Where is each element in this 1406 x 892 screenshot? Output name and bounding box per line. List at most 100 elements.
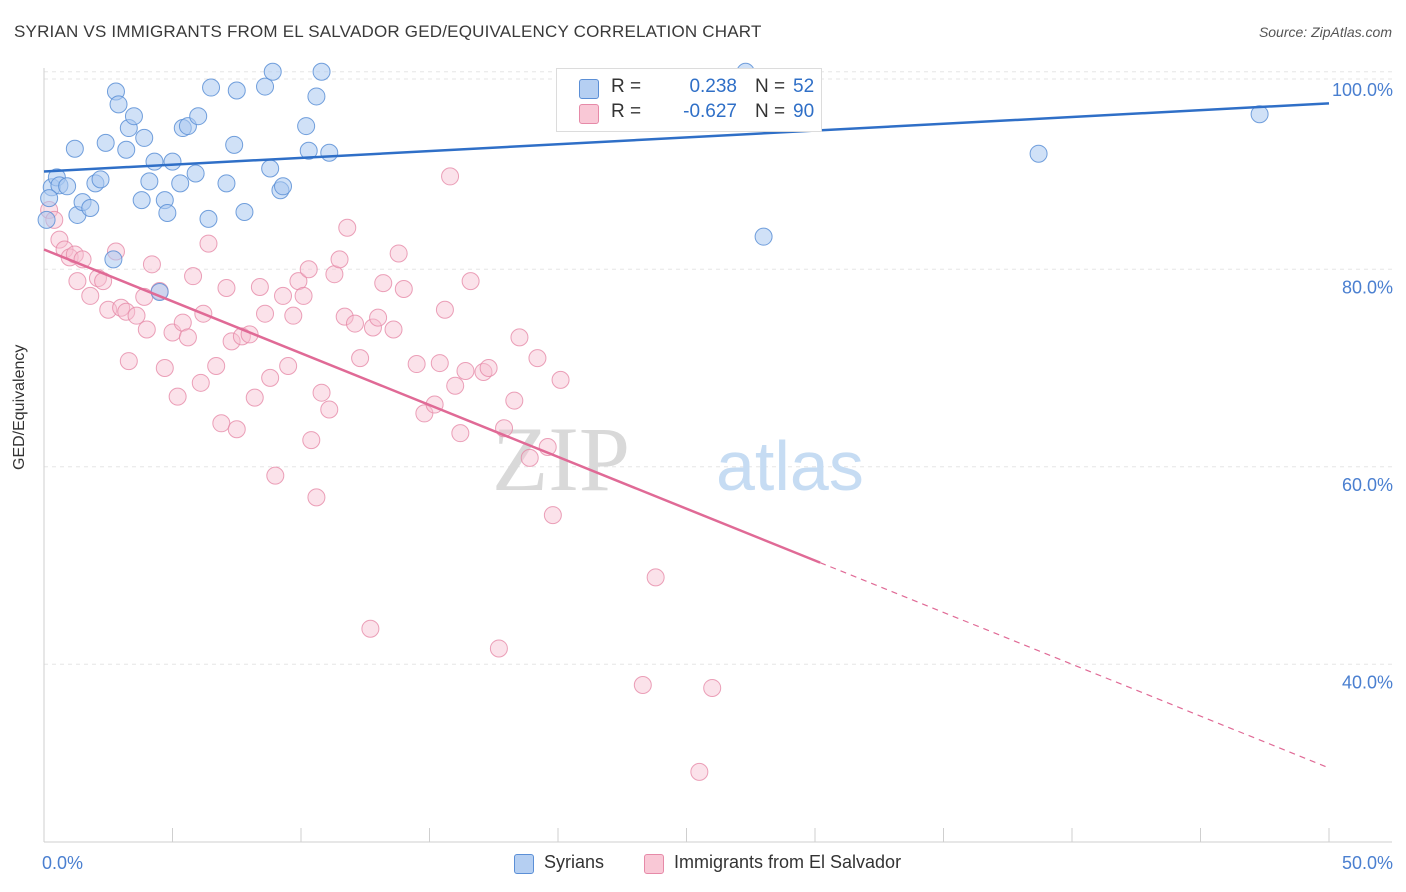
salvador-points xyxy=(40,167,722,781)
data-point-syrian xyxy=(199,209,218,228)
legend-r-value: -0.627 xyxy=(683,101,737,122)
data-point-salvador xyxy=(279,357,298,376)
legend-r-label: R = xyxy=(611,101,642,122)
data-point-salvador xyxy=(374,274,393,293)
data-point-salvador xyxy=(389,244,408,263)
legend-n-value: 52 xyxy=(793,76,815,97)
data-point-salvador xyxy=(690,762,709,781)
data-point-syrian xyxy=(158,203,177,222)
x-tick-label: 0.0% xyxy=(42,853,83,873)
legend-r-label: R = xyxy=(611,76,642,97)
data-point-salvador xyxy=(446,376,465,395)
data-point-salvador xyxy=(284,306,303,325)
data-point-syrian xyxy=(65,139,84,158)
data-point-syrian xyxy=(40,189,59,208)
data-point-salvador xyxy=(369,308,388,327)
legend-r-value: 0.238 xyxy=(689,76,737,97)
data-point-salvador xyxy=(212,414,231,433)
data-point-syrian xyxy=(163,152,182,171)
data-point-salvador xyxy=(407,355,426,374)
data-point-salvador xyxy=(137,320,156,339)
data-point-salvador xyxy=(178,328,197,347)
data-point-salvador xyxy=(451,424,470,443)
data-point-syrian xyxy=(117,140,136,159)
syrian-points xyxy=(37,62,1269,301)
data-point-salvador xyxy=(510,328,529,347)
legend-swatch-salvador xyxy=(644,854,664,874)
data-point-syrian xyxy=(81,199,100,218)
legend-label-syrians: Syrians xyxy=(544,852,605,872)
data-point-syrian xyxy=(132,191,151,210)
data-point-syrian xyxy=(109,95,128,114)
data-point-syrian xyxy=(312,62,331,81)
data-point-syrian xyxy=(274,177,293,196)
data-point-salvador xyxy=(435,300,454,319)
data-point-salvador xyxy=(520,448,539,467)
y-tick-label: 100.0% xyxy=(1332,80,1393,100)
data-point-salvador xyxy=(551,370,570,389)
data-point-salvador xyxy=(261,368,280,387)
data-point-salvador xyxy=(335,307,354,326)
data-point-salvador xyxy=(50,230,69,249)
data-point-syrian xyxy=(91,170,110,189)
trend-lines xyxy=(43,102,1330,769)
data-point-syrian xyxy=(145,152,164,171)
data-point-syrian xyxy=(171,174,190,193)
data-point-salvador xyxy=(119,352,138,371)
data-point-syrian xyxy=(135,128,154,147)
tick-labels: 40.0% 60.0% 80.0% 100.0% 0.0% 50.0% xyxy=(42,80,1393,873)
data-point-salvador xyxy=(461,272,480,291)
data-point-salvador xyxy=(250,278,269,297)
data-point-salvador xyxy=(184,267,203,286)
trend-line-salvador xyxy=(43,248,821,564)
data-point-salvador xyxy=(363,318,382,337)
trend-line-salvador-extrapolated xyxy=(819,562,1330,769)
data-point-salvador xyxy=(274,286,293,305)
y-tick-label: 40.0% xyxy=(1342,672,1393,692)
data-point-salvador xyxy=(489,639,508,658)
data-point-syrian xyxy=(320,143,339,162)
data-point-salvador xyxy=(351,349,370,368)
data-point-salvador xyxy=(168,387,187,406)
legend-n-value: 90 xyxy=(793,101,815,122)
data-point-salvador xyxy=(222,332,241,351)
data-point-syrian xyxy=(225,135,244,154)
y-tick-label: 60.0% xyxy=(1342,475,1393,495)
data-point-salvador xyxy=(307,488,326,507)
legend-n-label: N = xyxy=(755,101,786,122)
data-point-salvador xyxy=(199,234,218,253)
data-point-syrian xyxy=(140,172,159,191)
legend-swatch-syrians xyxy=(579,79,599,99)
data-point-salvador xyxy=(245,388,264,407)
data-point-salvador xyxy=(384,320,403,339)
data-point-salvador xyxy=(191,373,210,392)
data-point-salvador xyxy=(646,568,665,587)
trend-line-syrians xyxy=(43,102,1330,173)
data-point-salvador xyxy=(207,357,226,376)
data-point-salvador xyxy=(312,383,331,402)
data-point-salvador xyxy=(441,167,460,186)
legend-n-label: N = xyxy=(755,76,786,97)
data-point-salvador xyxy=(142,255,161,274)
y-axis-label: GED/Equivalency xyxy=(11,344,28,470)
data-point-syrian xyxy=(256,77,275,96)
data-point-salvador xyxy=(68,272,87,291)
data-point-syrian xyxy=(307,87,326,106)
data-point-salvador xyxy=(543,506,562,525)
data-point-syrian xyxy=(202,78,221,97)
data-point-salvador xyxy=(117,302,136,321)
data-point-syrian xyxy=(235,202,254,221)
data-point-salvador xyxy=(256,304,275,323)
legend-swatch-salvador xyxy=(579,104,599,124)
data-point-salvador xyxy=(227,420,246,439)
data-point-syrian xyxy=(263,62,282,81)
data-point-salvador xyxy=(217,279,236,298)
chart-title: SYRIAN VS IMMIGRANTS FROM EL SALVADOR GE… xyxy=(14,22,762,41)
data-point-salvador xyxy=(127,306,146,325)
data-point-salvador xyxy=(430,354,449,373)
data-point-salvador xyxy=(320,400,339,419)
y-tick-label: 80.0% xyxy=(1342,277,1393,297)
data-point-syrian xyxy=(96,133,115,152)
data-point-syrian xyxy=(189,107,208,126)
